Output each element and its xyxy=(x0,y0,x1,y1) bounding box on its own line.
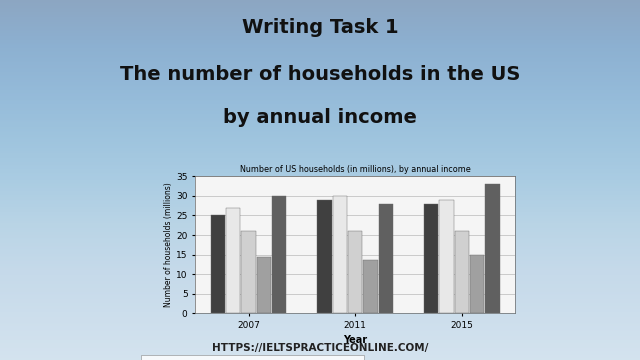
Text: by annual income: by annual income xyxy=(223,108,417,127)
Bar xyxy=(241,231,255,313)
Title: Number of US households (in millions), by annual income: Number of US households (in millions), b… xyxy=(240,165,470,174)
Bar xyxy=(348,231,362,313)
Bar xyxy=(470,255,484,313)
Bar xyxy=(211,216,225,313)
Bar xyxy=(257,257,271,313)
Text: Writing Task 1: Writing Task 1 xyxy=(242,18,398,37)
Y-axis label: Number of households (millions): Number of households (millions) xyxy=(164,183,173,307)
Bar xyxy=(424,204,438,313)
Bar xyxy=(272,196,286,313)
Bar xyxy=(333,196,347,313)
Bar xyxy=(364,260,378,313)
Bar xyxy=(317,200,332,313)
Text: The number of households in the US: The number of households in the US xyxy=(120,65,520,84)
Bar xyxy=(379,204,393,313)
Bar xyxy=(226,208,240,313)
Legend: Less than $25,000, $25,000–$49,999, $50,000–$74,999, $75,000–$99,999, $100,000 o: Less than $25,000, $25,000–$49,999, $50,… xyxy=(141,355,364,360)
X-axis label: Year: Year xyxy=(343,336,367,345)
Bar xyxy=(440,200,454,313)
Text: HTTPS://IELTSPRACTICEONLINE.COM/: HTTPS://IELTSPRACTICEONLINE.COM/ xyxy=(212,343,428,353)
Bar xyxy=(455,231,469,313)
Bar xyxy=(486,184,500,313)
